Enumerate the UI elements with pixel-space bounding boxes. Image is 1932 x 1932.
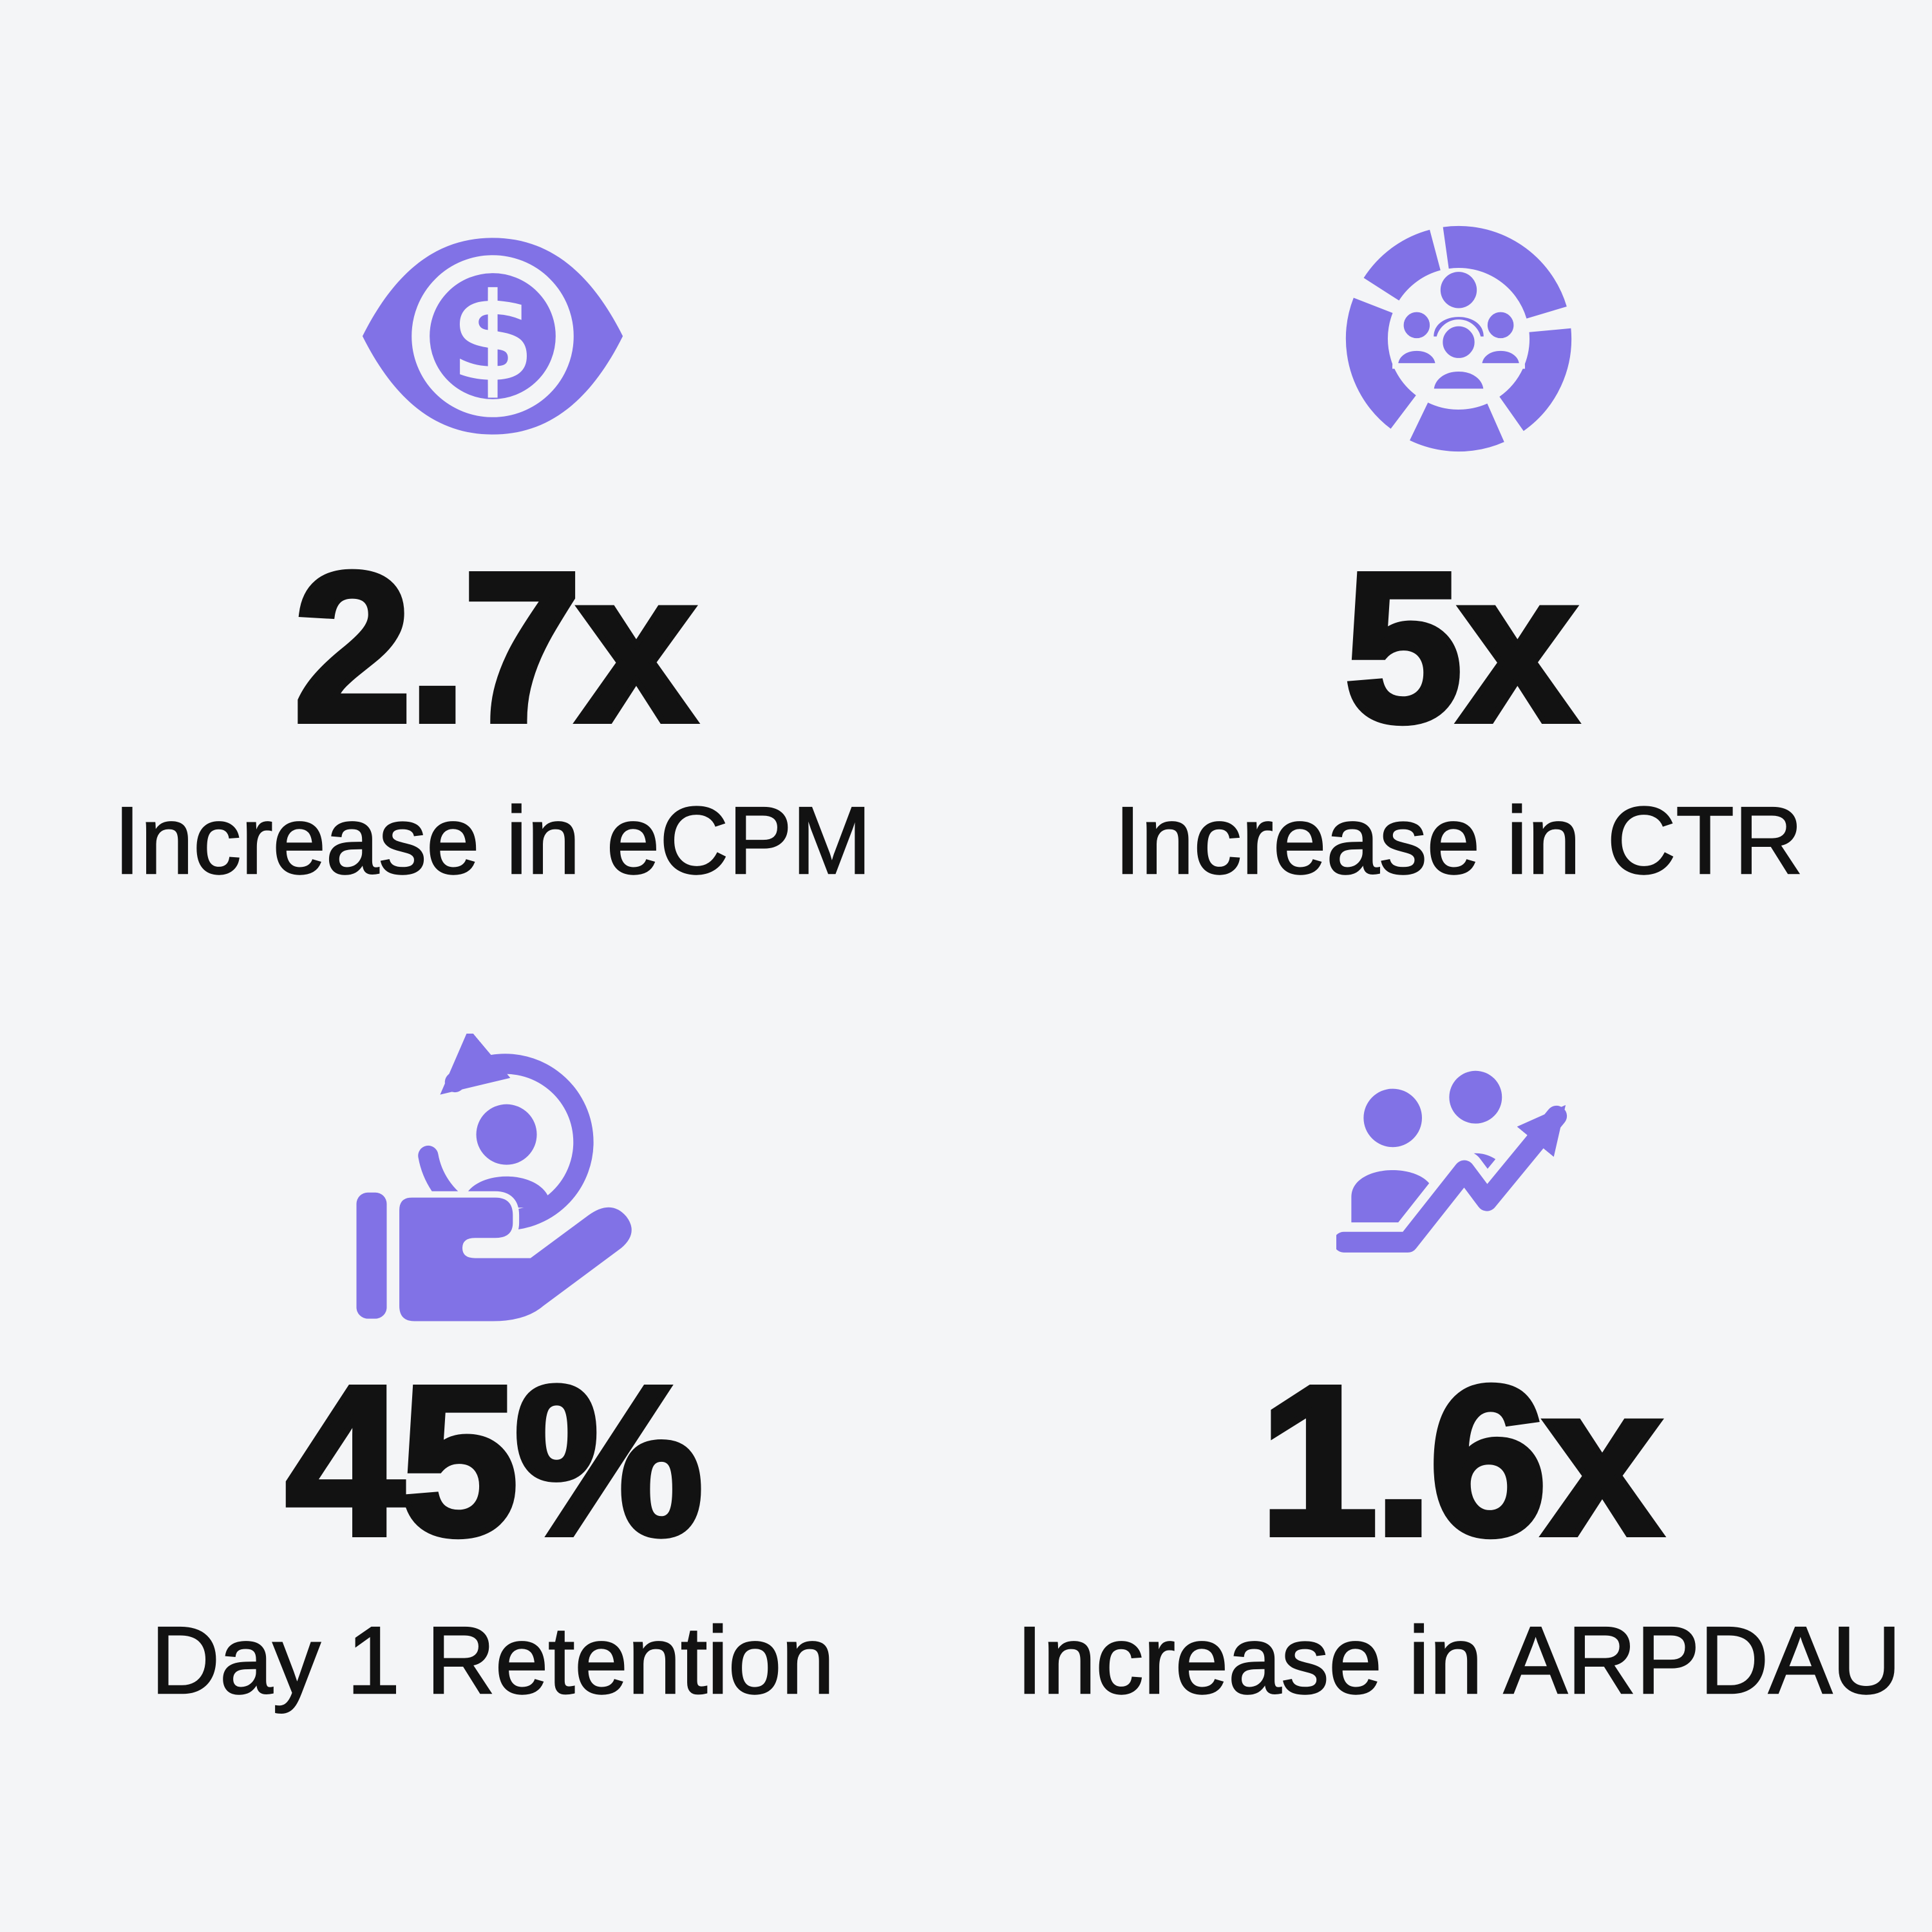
money-eye-icon-svg: $ — [362, 238, 623, 435]
hand-user-retention-icon-svg — [356, 1034, 638, 1328]
stat-value: 5x — [1341, 528, 1580, 766]
users-growth-icon — [1336, 1034, 1581, 1349]
stat-card-retention: 45% Day 1 Retention — [0, 966, 985, 1932]
audience-pie-icon-svg — [1345, 225, 1572, 452]
stat-label: Increase in ARPDAU — [1016, 1607, 1902, 1715]
stat-label: Increase in CTR — [1113, 787, 1804, 895]
audience-pie-icon — [1345, 225, 1572, 457]
stat-label: Increase in eCPM — [113, 787, 873, 895]
money-eye-icon: $ — [354, 225, 631, 457]
users-growth-icon-svg — [1336, 1070, 1577, 1262]
stat-value: 2.7x — [290, 528, 699, 766]
stat-value: 1.6x — [1256, 1341, 1665, 1579]
stat-value: 45% — [283, 1341, 706, 1579]
stat-card-ecpm: $ 2.7x Increase in eCPM — [0, 0, 985, 966]
dollar-glyph: $ — [450, 267, 535, 409]
hand-user-retention-icon — [341, 1034, 644, 1349]
stat-card-arpdau: 1.6x Increase in ARPDAU — [985, 966, 1932, 1932]
stat-card-ctr: 5x Increase in CTR — [985, 0, 1932, 966]
stat-label: Day 1 Retention — [150, 1607, 835, 1715]
